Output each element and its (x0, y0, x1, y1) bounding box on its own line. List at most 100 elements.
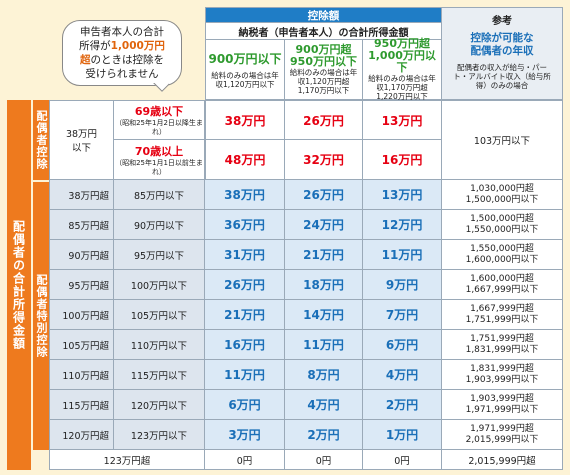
row-ref-from: 1,831,999円超 (470, 363, 534, 374)
row-col1: 11万円 (205, 360, 285, 390)
row-to: 115万円以下 (114, 360, 205, 390)
spouse-deduction-label: 配偶者控除 (31, 100, 49, 180)
row-ref-from: 1,971,999円超 (470, 423, 534, 434)
row-ref: 1,030,000円超 1,500,000円以下 (442, 180, 563, 210)
row-col2: 18万円 (285, 270, 363, 300)
row-ref-to: 1,500,000円以下 (465, 194, 539, 205)
row-to: 110万円以下 (114, 330, 205, 360)
bubble-highlight-amount: 1,000万円 (110, 40, 165, 52)
col1-header: 900万円以下 給料のみの場合は年収1,120万円以下 (205, 40, 285, 100)
row-ref: 1,751,999円超 1,831,999円以下 (442, 330, 563, 360)
row-col2: 4万円 (285, 390, 363, 420)
row-col3: 13万円 (363, 180, 442, 210)
row-ref-to: 1,903,999円以下 (465, 374, 539, 385)
row-ref-from: 1,500,000円超 (470, 213, 534, 224)
last-row-col2: 0円 (285, 450, 363, 470)
row-col3: 12万円 (363, 210, 442, 240)
bubble-line-3a: 超 (80, 54, 91, 66)
last-row-ref: 2,015,999円超 (442, 450, 563, 470)
row-ref: 1,971,999円超 2,015,999円以下 (442, 420, 563, 450)
bubble-line-2a: 所得が (79, 40, 111, 52)
row-from: 90万円超 (49, 240, 114, 270)
row-col3: 9万円 (363, 270, 442, 300)
age69-col2: 26万円 (285, 100, 363, 140)
row-col1: 21万円 (205, 300, 285, 330)
row-col3: 11万円 (363, 240, 442, 270)
row-col2: 2万円 (285, 420, 363, 450)
row-to: 85万円以下 (114, 180, 205, 210)
row-from: 85万円超 (49, 210, 114, 240)
row-ref: 1,903,999円超 1,971,999円以下 (442, 390, 563, 420)
row-col1: 31万円 (205, 240, 285, 270)
row-from: 115万円超 (49, 390, 114, 420)
reference-header: 参考 控除が可能な 配偶者の年収 配偶者の収入が給与・パート・アルバイト収入（給… (442, 7, 563, 100)
bubble-line-4: 受けられません (85, 68, 159, 80)
col2-header: 900万円超 950万円以下 給料のみの場合は年収1,120万円超1,170万円… (285, 40, 363, 100)
row-from: 95万円超 (49, 270, 114, 300)
row-col2: 14万円 (285, 300, 363, 330)
spouse-total-income-label: 配偶者の合計所得金額 (7, 100, 31, 470)
row-col3: 4万円 (363, 360, 442, 390)
notice-bubble: 申告者本人の合計 所得が1,000万円 超のときは控除を 受けられません (62, 20, 182, 86)
row-col3: 2万円 (363, 390, 442, 420)
row-to: 120万円以下 (114, 390, 205, 420)
row-ref: 1,667,999円超 1,751,999円以下 (442, 300, 563, 330)
age70-col1: 48万円 (205, 140, 285, 180)
col3-header: 950万円超 1,000万円以下 給料のみの場合は年収1,170万円超1,220… (363, 38, 442, 101)
row-from: 110万円超 (49, 360, 114, 390)
row-col1: 26万円 (205, 270, 285, 300)
spouse-special-deduction-label: 配偶者特別控除 (31, 180, 49, 450)
row-col3: 7万円 (363, 300, 442, 330)
row-to: 95万円以下 (114, 240, 205, 270)
spouse-income-range: 38万円以下 (49, 100, 114, 180)
age-69-under: 69歳以下 （昭和25年1月2日以降生まれ） (114, 100, 205, 140)
spouse-ref: 103万円以下 (442, 100, 563, 180)
row-col1: 36万円 (205, 210, 285, 240)
row-col1: 3万円 (205, 420, 285, 450)
row-ref-to: 1,971,999円以下 (465, 404, 539, 415)
row-to: 90万円以下 (114, 210, 205, 240)
income-header: 納税者（申告者本人）の合計所得金額 (205, 23, 442, 40)
age70-col2: 32万円 (285, 140, 363, 180)
age-70-over: 70歳以上 （昭和25年1月1日以前生まれ） (114, 140, 205, 180)
row-col2: 11万円 (285, 330, 363, 360)
row-ref-to: 1,667,999円以下 (465, 284, 539, 295)
row-from: 38万円超 (49, 180, 114, 210)
bubble-line-1: 申告者本人の合計 (80, 26, 164, 38)
last-row-col1: 0円 (205, 450, 285, 470)
row-ref-from: 1,600,000円超 (470, 273, 534, 284)
row-ref-from: 1,667,999円超 (470, 303, 534, 314)
row-ref-from: 1,550,000円超 (470, 243, 534, 254)
row-to: 100万円以下 (114, 270, 205, 300)
row-from: 120万円超 (49, 420, 114, 450)
row-ref: 1,500,000円超 1,550,000円以下 (442, 210, 563, 240)
row-col1: 38万円 (205, 180, 285, 210)
age69-col1: 38万円 (205, 100, 285, 140)
bubble-line-3b: のときは控除を (90, 54, 165, 66)
deduction-header: 控除額 (205, 7, 442, 23)
row-col3: 1万円 (363, 420, 442, 450)
row-col3: 6万円 (363, 330, 442, 360)
row-ref-to: 2,015,999円以下 (465, 434, 539, 445)
row-col2: 8万円 (285, 360, 363, 390)
last-row-col3: 0円 (363, 450, 442, 470)
row-ref: 1,600,000円超 1,667,999円以下 (442, 270, 563, 300)
row-col1: 16万円 (205, 330, 285, 360)
row-ref-to: 1,550,000円以下 (465, 224, 539, 235)
row-ref-from: 1,030,000円超 (470, 183, 534, 194)
age69-col3: 13万円 (363, 100, 442, 140)
row-col2: 26万円 (285, 180, 363, 210)
row-ref-from: 1,903,999円超 (470, 393, 534, 404)
row-ref: 1,550,000円超 1,600,000円以下 (442, 240, 563, 270)
row-col2: 24万円 (285, 210, 363, 240)
row-ref-to: 1,600,000円以下 (465, 254, 539, 265)
last-row-income: 123万円超 (49, 450, 205, 470)
row-from: 105万円超 (49, 330, 114, 360)
row-from: 100万円超 (49, 300, 114, 330)
row-to: 123万円以下 (114, 420, 205, 450)
row-to: 105万円以下 (114, 300, 205, 330)
row-ref-to: 1,831,999円以下 (465, 344, 539, 355)
row-col2: 21万円 (285, 240, 363, 270)
